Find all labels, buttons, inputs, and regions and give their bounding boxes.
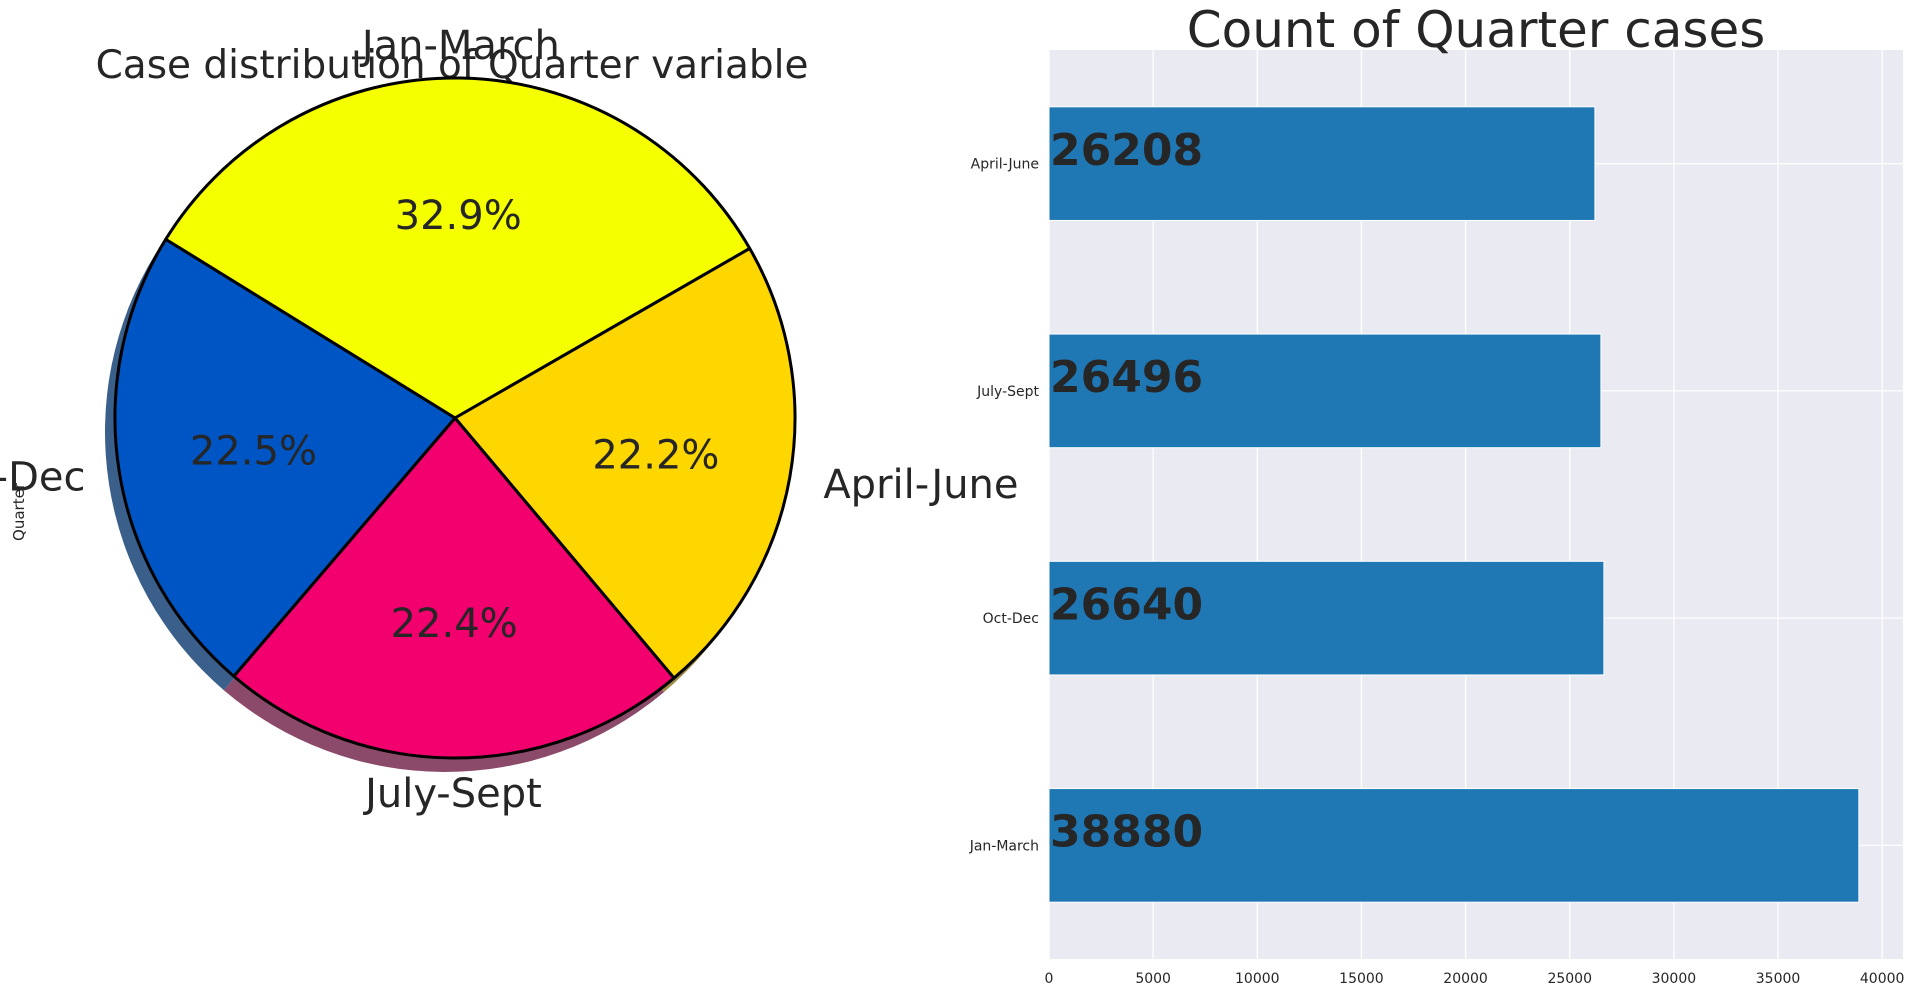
pie-slices	[113, 76, 797, 760]
y-tick-label-april-june: April-June	[971, 157, 1039, 173]
pie-slice-july-sept	[232, 416, 676, 760]
pie-percent-april-june: 22.2%	[592, 432, 719, 478]
pie-percent-july-sept: 22.4%	[391, 601, 518, 647]
bar-oct-dec	[1048, 560, 1605, 676]
bar-value-label-oct-dec: 26640	[1050, 579, 1203, 630]
x-tick-label: 0	[1045, 971, 1054, 987]
x-tick-label: 35000	[1756, 971, 1801, 987]
pie-percent-oct-dec: 22.5%	[190, 428, 317, 474]
pie-category-labels: Jan-March April-June July-Sept Oct-Dec	[0, 23, 1019, 817]
x-tick-labels: 0 5000 10000 15000 20000 25000 30000 35000 40000	[1045, 971, 1905, 987]
bar-title: Count of Quarter cases	[1187, 1, 1766, 59]
pie-label-oct-dec: Oct-Dec	[0, 455, 85, 501]
pie-label-jan-march: Jan-March	[359, 23, 560, 69]
x-tick-label: 10000	[1235, 971, 1280, 987]
pie-label-july-sept: July-Sept	[362, 771, 542, 817]
x-tick-label: 25000	[1547, 971, 1592, 987]
bar-chart: 26208 26496 26640 38880 April-June July-Sept…	[969, 1, 1905, 987]
bar-value-label-jan-march: 38880	[1050, 807, 1203, 858]
bar-value-label-april-june: 26208	[1050, 125, 1203, 176]
x-tick-label: 15000	[1339, 971, 1384, 987]
bar-april-june	[1048, 106, 1596, 221]
pie-chart: Case distribution of Quarter variable Qu…	[0, 23, 1019, 817]
y-tick-labels: April-June July-Sept Oct-Dec Jan-March	[969, 157, 1040, 855]
pie-slice-april-june	[453, 246, 797, 680]
bar-jan-march	[1048, 788, 1860, 903]
x-tick-label: 5000	[1135, 971, 1171, 987]
y-tick-label-oct-dec: Oct-Dec	[983, 611, 1039, 627]
pie-slice-jan-march	[164, 76, 752, 420]
x-tick-label: 20000	[1443, 971, 1488, 987]
pie-slice-oct-dec	[113, 237, 457, 678]
y-tick-label-july-sept: July-Sept	[976, 384, 1039, 400]
bar-july-sept	[1048, 333, 1602, 449]
x-tick-label: 30000	[1652, 971, 1697, 987]
bar-value-labels: 26208 26496 26640 38880	[1050, 125, 1203, 858]
x-tick-label: 40000	[1860, 971, 1905, 987]
y-tick-label-jan-march: Jan-March	[969, 838, 1039, 854]
pie-percent-jan-march: 32.9%	[395, 193, 522, 239]
pie-label-april-june: April-June	[823, 462, 1018, 508]
pie-percent-labels: 32.9% 22.2% 22.4% 22.5%	[190, 193, 720, 647]
bars	[1048, 106, 1860, 903]
pie-y-axis-label: Quarter	[10, 482, 28, 541]
bar-value-label-july-sept: 26496	[1050, 352, 1203, 403]
